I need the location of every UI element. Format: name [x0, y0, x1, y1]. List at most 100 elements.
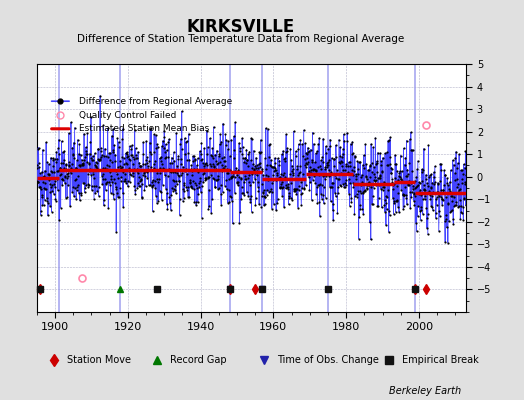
Point [461, 148, 470, 155]
Point [435, 208, 443, 214]
Point [396, 152, 405, 159]
Point [270, 164, 278, 170]
Point [398, 178, 406, 184]
Point [367, 141, 375, 147]
Point [231, 119, 239, 126]
Point [346, 158, 354, 165]
Point [444, 182, 453, 189]
Point [54, 168, 62, 174]
Point [35, 160, 43, 166]
Point [254, 184, 262, 190]
Point [156, 165, 165, 171]
Point [368, 169, 376, 175]
Point [345, 190, 353, 197]
Point [100, 197, 108, 204]
Point [348, 151, 356, 157]
Point [403, 172, 411, 179]
Point [242, 146, 250, 153]
Point [231, 190, 239, 196]
Point [41, 168, 49, 174]
Point [428, 193, 436, 200]
Point [299, 152, 308, 159]
Point [400, 192, 409, 199]
Point [157, 154, 165, 160]
Point [55, 216, 63, 223]
Point [278, 192, 286, 199]
Point [108, 190, 117, 197]
Point [405, 160, 413, 166]
Point [234, 166, 243, 173]
Point [447, 190, 455, 197]
Point [446, 188, 454, 194]
Point [205, 174, 214, 180]
Point [139, 139, 147, 145]
Point [290, 188, 298, 194]
Point [460, 161, 468, 167]
Point [86, 171, 95, 178]
Point [105, 182, 114, 188]
Point [221, 182, 229, 189]
Point [240, 192, 248, 198]
Point [325, 172, 333, 179]
Point [429, 190, 438, 196]
Point [148, 179, 157, 185]
Point [154, 198, 162, 204]
Point [386, 134, 395, 140]
Point [450, 162, 458, 168]
Point [113, 171, 121, 178]
Point [383, 206, 391, 212]
Point [423, 211, 432, 217]
Point [450, 170, 458, 176]
Point [285, 190, 293, 196]
Point [353, 158, 362, 165]
Point [345, 203, 354, 209]
Point [309, 177, 317, 183]
Point [121, 170, 129, 177]
Point [398, 168, 406, 174]
Point [317, 157, 325, 164]
Point [93, 160, 102, 166]
Point [259, 190, 268, 196]
Point [348, 180, 357, 186]
Point [281, 148, 290, 155]
Point [194, 180, 203, 186]
Point [179, 163, 188, 170]
Point [135, 178, 144, 184]
Point [388, 166, 396, 172]
Point [367, 184, 376, 190]
Point [152, 132, 160, 138]
Point [394, 190, 402, 196]
Point [263, 192, 271, 198]
Point [329, 217, 337, 224]
Point [177, 156, 185, 162]
Point [377, 158, 386, 164]
Point [70, 193, 78, 200]
Point [193, 184, 201, 191]
Point [339, 151, 347, 157]
Point [361, 187, 369, 193]
Point [444, 218, 453, 224]
Point [185, 194, 193, 200]
Point [297, 191, 305, 197]
Point [323, 160, 332, 166]
Point [121, 178, 129, 184]
Point [66, 161, 74, 168]
Point [142, 138, 150, 144]
Point [143, 169, 151, 176]
Point [313, 148, 321, 154]
Point [71, 185, 79, 192]
Point [187, 166, 195, 173]
Point [361, 141, 369, 147]
Point [332, 175, 341, 182]
Point [334, 184, 342, 190]
Point [279, 172, 288, 178]
Point [286, 176, 294, 182]
Point [363, 184, 372, 191]
Point [396, 179, 404, 185]
Point [236, 145, 244, 151]
Point [138, 171, 147, 178]
Point [358, 179, 366, 186]
Point [213, 172, 222, 179]
Point [53, 187, 62, 194]
Point [356, 158, 365, 165]
